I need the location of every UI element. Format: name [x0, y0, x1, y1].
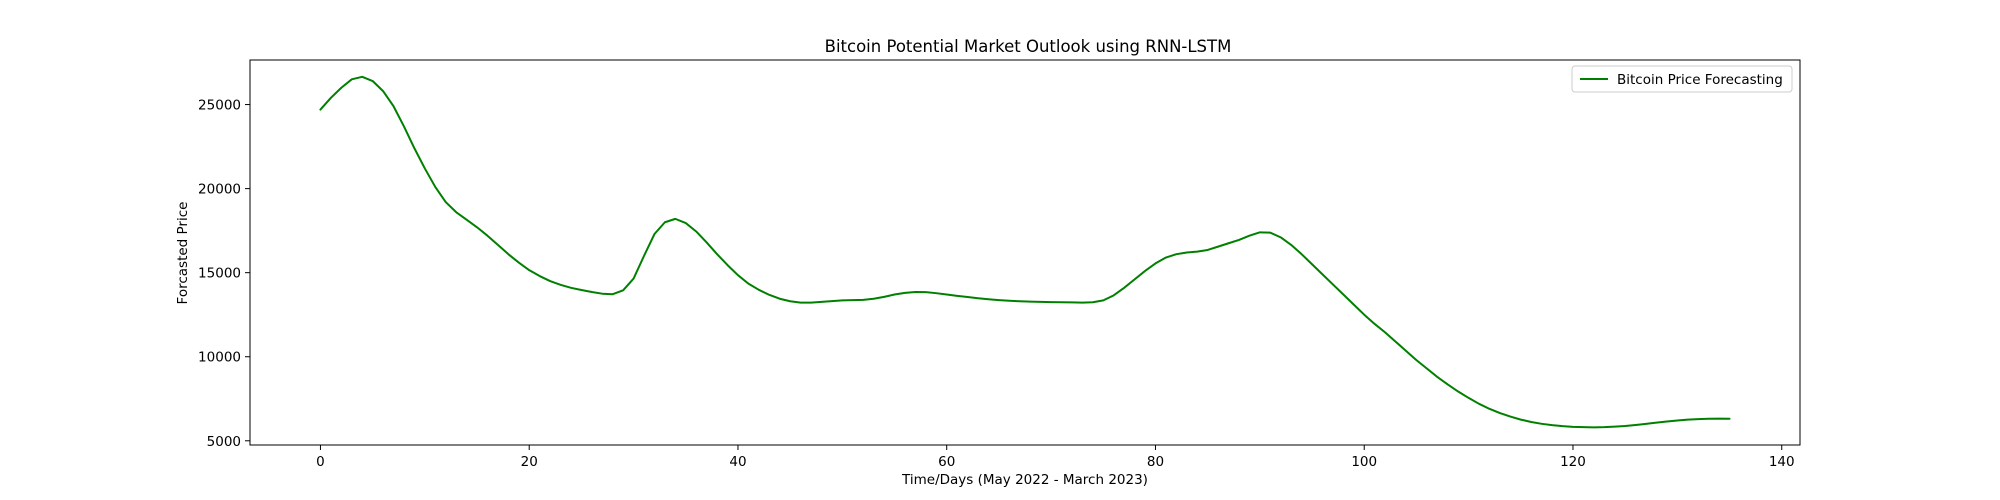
series-line-bitcoin-price-forecasting	[319, 75, 1731, 429]
legend: Bitcoin Price Forecasting	[1571, 65, 1793, 93]
x-tick-label: 60	[938, 454, 955, 470]
legend-box	[1571, 65, 1793, 93]
x-tick-label: 80	[1147, 454, 1164, 470]
x-tick-label: 120	[1560, 454, 1586, 470]
y-axis-label: Forcasted Price	[175, 202, 191, 305]
x-tick-label: 140	[1769, 454, 1795, 470]
x-tick-label: 0	[316, 454, 325, 470]
y-tick-label: 15000	[198, 266, 241, 282]
y-tick-label: 20000	[198, 182, 241, 198]
y-axis: 5000 10000 15000 20000 25000	[198, 98, 250, 450]
x-axis: 0 20 40 60 80 100 120 140	[316, 445, 1795, 470]
x-tick-label: 20	[521, 454, 538, 470]
x-axis-label: Time/Days (May 2022 - March 2023)	[901, 472, 1148, 488]
chart-title: Bitcoin Potential Market Outlook using R…	[825, 37, 1232, 56]
x-tick-label: 100	[1351, 454, 1377, 470]
x-tick-label: 40	[729, 454, 746, 470]
y-tick-label: 10000	[198, 350, 241, 366]
y-tick-label: 25000	[198, 98, 241, 114]
series-layer	[319, 75, 1731, 429]
plot-frame	[249, 59, 1801, 446]
legend-label: Bitcoin Price Forecasting	[1617, 72, 1783, 88]
y-tick-label: 5000	[207, 434, 241, 450]
